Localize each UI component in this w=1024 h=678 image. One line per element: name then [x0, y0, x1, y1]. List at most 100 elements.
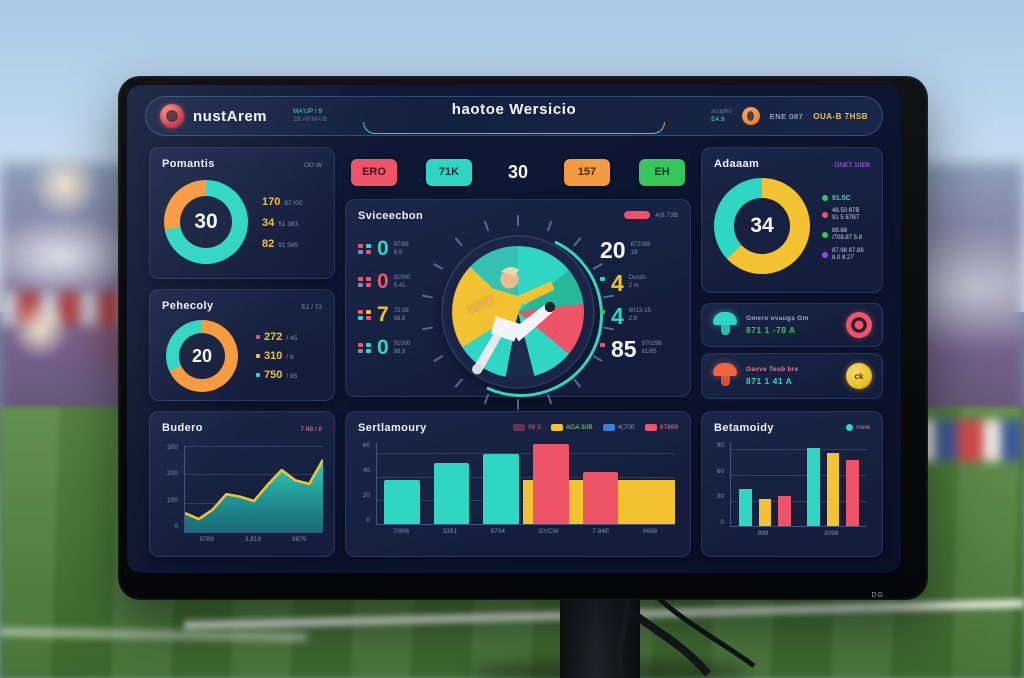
stat-caption: 72.08 69.8: [394, 308, 409, 323]
panel-header: Betamoidy rrere: [714, 422, 870, 434]
panel-header: Sertlamoury 88 8 AGA 30B 4(70E 87899: [358, 422, 678, 434]
legend-item: rrere: [846, 424, 870, 431]
y-tick: 0: [720, 518, 724, 526]
pehecoly-donut-chart[interactable]: 20: [166, 320, 238, 392]
notification-card-2[interactable]: Oavve Teub bre 871 1 41 A ck: [701, 353, 883, 399]
y-tick: 60: [362, 442, 370, 449]
bar: [433, 463, 470, 524]
budero-area-chart[interactable]: [184, 446, 323, 533]
brand-name: nustArem: [193, 107, 268, 125]
legend-line: 88.88: [832, 227, 848, 234]
chip-157[interactable]: 157: [564, 158, 610, 186]
stat-number: 170: [262, 196, 281, 208]
gridline: [731, 500, 867, 502]
gridline: [377, 477, 675, 479]
chart-legend: 88 8 AGA 30B 4(70E 87899: [513, 424, 678, 431]
soccer-player-illustration: [465, 267, 556, 375]
app-logo-icon[interactable]: [160, 104, 184, 128]
y-tick: 0: [366, 517, 370, 524]
card-texts: Gmero ovaugs Om 871 1 -78 A: [746, 315, 838, 335]
legend-label: 87899: [659, 424, 678, 431]
header-right-text: ENE 087: [769, 111, 804, 121]
legend-label: rrere: [856, 424, 870, 431]
gridline: [185, 474, 323, 476]
panel-budero: Budero 7 88 / 8 300 200 100 0: [149, 411, 335, 557]
legend-label: 88 8: [528, 424, 541, 431]
x-axis-labels: 7/906 3391 9704 GVCW 7.84E 0698: [376, 528, 674, 535]
mushroom-stem: [720, 376, 730, 386]
panel-header: Sviceecbon 4(8.73B: [358, 210, 678, 222]
chart-legend: rrere: [846, 424, 870, 431]
caption-line: 81000: [393, 275, 411, 281]
pomantis-donut-chart[interactable]: 30: [164, 180, 248, 264]
wheel-tick: [517, 215, 519, 226]
y-tick: 40: [362, 467, 370, 474]
notification-card-1[interactable]: Gmero ovaugs Om 871 1 -78 A: [701, 303, 883, 347]
y-tick: 60: [716, 467, 724, 475]
legend-text: 91.5C: [832, 195, 851, 202]
stat-value: 0: [377, 270, 389, 293]
legend-line: 87.98 87.88: [832, 247, 864, 254]
wheel-tick: [483, 393, 490, 405]
stat-icon: [358, 310, 372, 320]
stat-number: 310: [264, 350, 283, 362]
stat-caption: 87/98 8.9: [394, 242, 409, 257]
panel-betamoidy: Betamoidy rrere 90 60 30 0: [701, 411, 883, 557]
stat-value: 4: [611, 270, 624, 296]
chip-71k[interactable]: 71K: [426, 158, 472, 186]
caption-line: 98.9: [393, 348, 406, 355]
adaaam-donut-chart[interactable]: 34: [714, 178, 810, 274]
stat-text: / 85: [286, 373, 298, 380]
selection-legend: 4(8.73B: [624, 211, 678, 219]
panel-sertlamoury: Sertlamoury 88 8 AGA 30B 4(70E 87899 60 …: [345, 411, 691, 557]
bar: [632, 488, 668, 524]
legend-item: AGA 30B: [550, 424, 593, 431]
stat-icon: [600, 343, 606, 347]
legend-item: 4(70E: [602, 424, 635, 431]
panel-header: Budero 7 88 / 8: [162, 422, 322, 434]
caption-line: 5.41: [393, 282, 406, 289]
panel-title: Sviceecbon: [358, 210, 424, 222]
bar: [826, 452, 840, 526]
legend-item: 87899: [644, 424, 678, 431]
chip-eh[interactable]: EH: [639, 158, 685, 186]
legend-line: 48.50 87B: [832, 207, 860, 214]
y-tick: 0: [174, 522, 178, 530]
player-wheel-chart[interactable]: [415, 209, 627, 421]
betamoidy-bar-chart[interactable]: [730, 442, 867, 527]
y-tick: 300: [167, 444, 178, 451]
card-value: 871 1 -78 A: [746, 325, 796, 335]
legend-item: 88 8: [513, 424, 541, 431]
caption-line: Dunds: [628, 275, 647, 281]
header-sub-line1: MA'UP / 9: [293, 108, 322, 115]
bullet-icon: [256, 354, 260, 358]
caption-line: 872088: [630, 242, 651, 248]
panel-corner-stat: ONET 10EB: [834, 162, 870, 169]
x-tick: GVCW: [538, 528, 559, 535]
stat-row: 750 / 85: [256, 369, 297, 381]
bar-groups: [731, 442, 867, 526]
wheel-tick: [483, 220, 490, 232]
panel-title: Adaaam: [714, 158, 760, 170]
legend-label: 4(70E: [617, 424, 635, 431]
coin-icon[interactable]: ck: [846, 363, 872, 389]
donut-hole: 20: [179, 333, 225, 379]
profile-icon[interactable]: [741, 107, 760, 125]
caption-line: 2 m: [628, 282, 639, 289]
stat-caption: 81000 5.41: [394, 275, 411, 290]
header-sub-stat: MA'UP / 9 1B ARMA'B: [293, 108, 327, 124]
panel-title: Pehecoly: [162, 300, 214, 312]
header-mini-stat: scuphs E4.9: [711, 108, 732, 124]
sertlamoury-bar-chart[interactable]: [376, 442, 675, 525]
wheel-ticks: [418, 212, 618, 412]
bar: [758, 498, 772, 526]
mini-stat-label: scuphs: [711, 108, 732, 115]
panel-pehecoly: Pehecoly E2 / 73 20 272 / 45: [149, 289, 335, 401]
selection-right-stats: 20 872088 19 4 Dunds 2 m 4 6013-15 2:8: [600, 238, 680, 361]
floodlight-glow: [30, 150, 100, 220]
mushroom-cap: [713, 312, 737, 325]
donut-hole: 34: [734, 198, 790, 254]
chip-ero[interactable]: ERO: [351, 158, 397, 186]
panel-title: Pomantis: [162, 158, 215, 170]
target-icon[interactable]: [846, 312, 872, 338]
